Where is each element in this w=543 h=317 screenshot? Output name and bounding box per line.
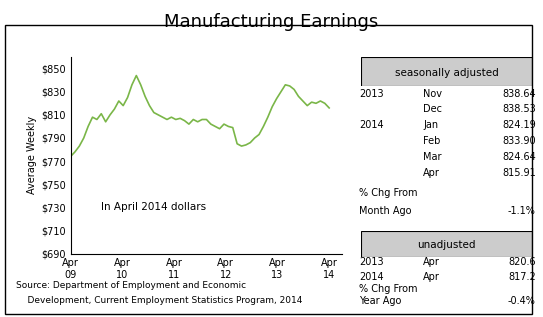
Text: % Chg From: % Chg From xyxy=(359,188,418,198)
Text: Dec: Dec xyxy=(423,104,442,114)
Text: Apr: Apr xyxy=(423,256,440,267)
Text: 824.64: 824.64 xyxy=(502,152,536,162)
Text: seasonally adjusted: seasonally adjusted xyxy=(395,68,498,78)
Text: Year Ago: Year Ago xyxy=(359,296,402,307)
Text: Source: Department of Employment and Economic: Source: Department of Employment and Eco… xyxy=(16,281,247,289)
Text: 817.2: 817.2 xyxy=(508,272,536,282)
Text: 2014: 2014 xyxy=(359,120,384,130)
Text: 838.53: 838.53 xyxy=(502,104,536,114)
Text: unadjusted: unadjusted xyxy=(418,240,476,250)
Text: 820.6: 820.6 xyxy=(508,256,536,267)
Text: -1.1%: -1.1% xyxy=(508,206,536,216)
Text: 2013: 2013 xyxy=(359,256,384,267)
Text: Month Ago: Month Ago xyxy=(359,206,412,216)
Text: 838.64: 838.64 xyxy=(502,88,536,99)
FancyBboxPatch shape xyxy=(361,57,532,86)
Text: 2014: 2014 xyxy=(359,272,384,282)
Y-axis label: Average Weekly: Average Weekly xyxy=(27,116,37,194)
Text: 2013: 2013 xyxy=(359,88,384,99)
Text: Nov: Nov xyxy=(423,88,442,99)
Text: 815.91: 815.91 xyxy=(502,168,536,178)
FancyBboxPatch shape xyxy=(361,231,532,257)
Text: Apr: Apr xyxy=(423,168,440,178)
Text: -0.4%: -0.4% xyxy=(508,296,536,307)
Text: Jan: Jan xyxy=(423,120,438,130)
Text: Development, Current Employment Statistics Program, 2014: Development, Current Employment Statisti… xyxy=(16,296,302,305)
Text: Mar: Mar xyxy=(423,152,441,162)
Text: Manufacturing Earnings: Manufacturing Earnings xyxy=(165,13,378,31)
Text: 824.19: 824.19 xyxy=(502,120,536,130)
Text: Feb: Feb xyxy=(423,136,440,146)
Text: 833.90: 833.90 xyxy=(502,136,536,146)
Text: Apr: Apr xyxy=(423,272,440,282)
Text: In April 2014 dollars: In April 2014 dollars xyxy=(101,202,206,212)
Text: % Chg From: % Chg From xyxy=(359,284,418,294)
